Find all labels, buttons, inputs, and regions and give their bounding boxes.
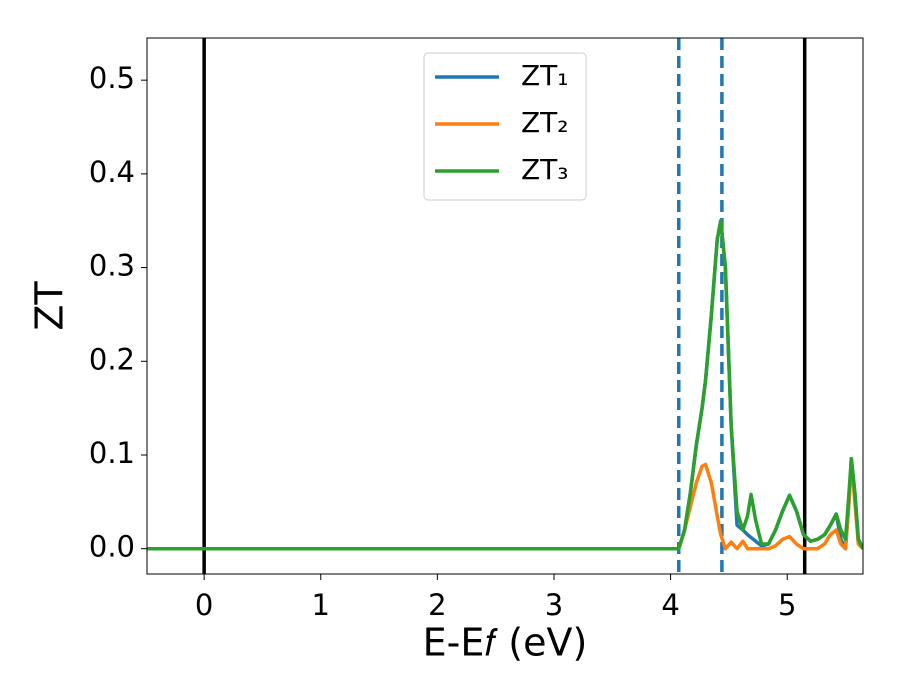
legend-label: ZT₂ [521,106,569,139]
y-tick-label: 0.2 [89,342,135,376]
y-tick-label: 0.4 [89,155,135,189]
x-axis-label: E-E𝑓 (eV) [423,621,588,665]
x-tick-label: 4 [661,588,679,622]
y-tick-label: 0.0 [89,530,135,564]
legend-label: ZT₃ [521,153,569,186]
legend-box [423,52,587,201]
series-line [147,218,863,551]
y-tick-label: 0.3 [89,249,135,283]
plot-area [147,38,863,574]
x-tick-label: 2 [428,588,446,622]
legend-label: ZT₁ [521,59,569,92]
x-tick-label: 0 [195,588,213,622]
series-line [147,458,863,551]
plot-frame [146,37,864,575]
y-axis-label: ZT [28,281,72,331]
x-tick-label: 3 [545,588,563,622]
series-line [147,218,863,551]
y-tick-label: 0.5 [89,61,135,95]
y-tick-label: 0.1 [89,436,135,470]
x-tick-label: 5 [778,588,796,622]
x-tick-label: 1 [312,588,330,622]
